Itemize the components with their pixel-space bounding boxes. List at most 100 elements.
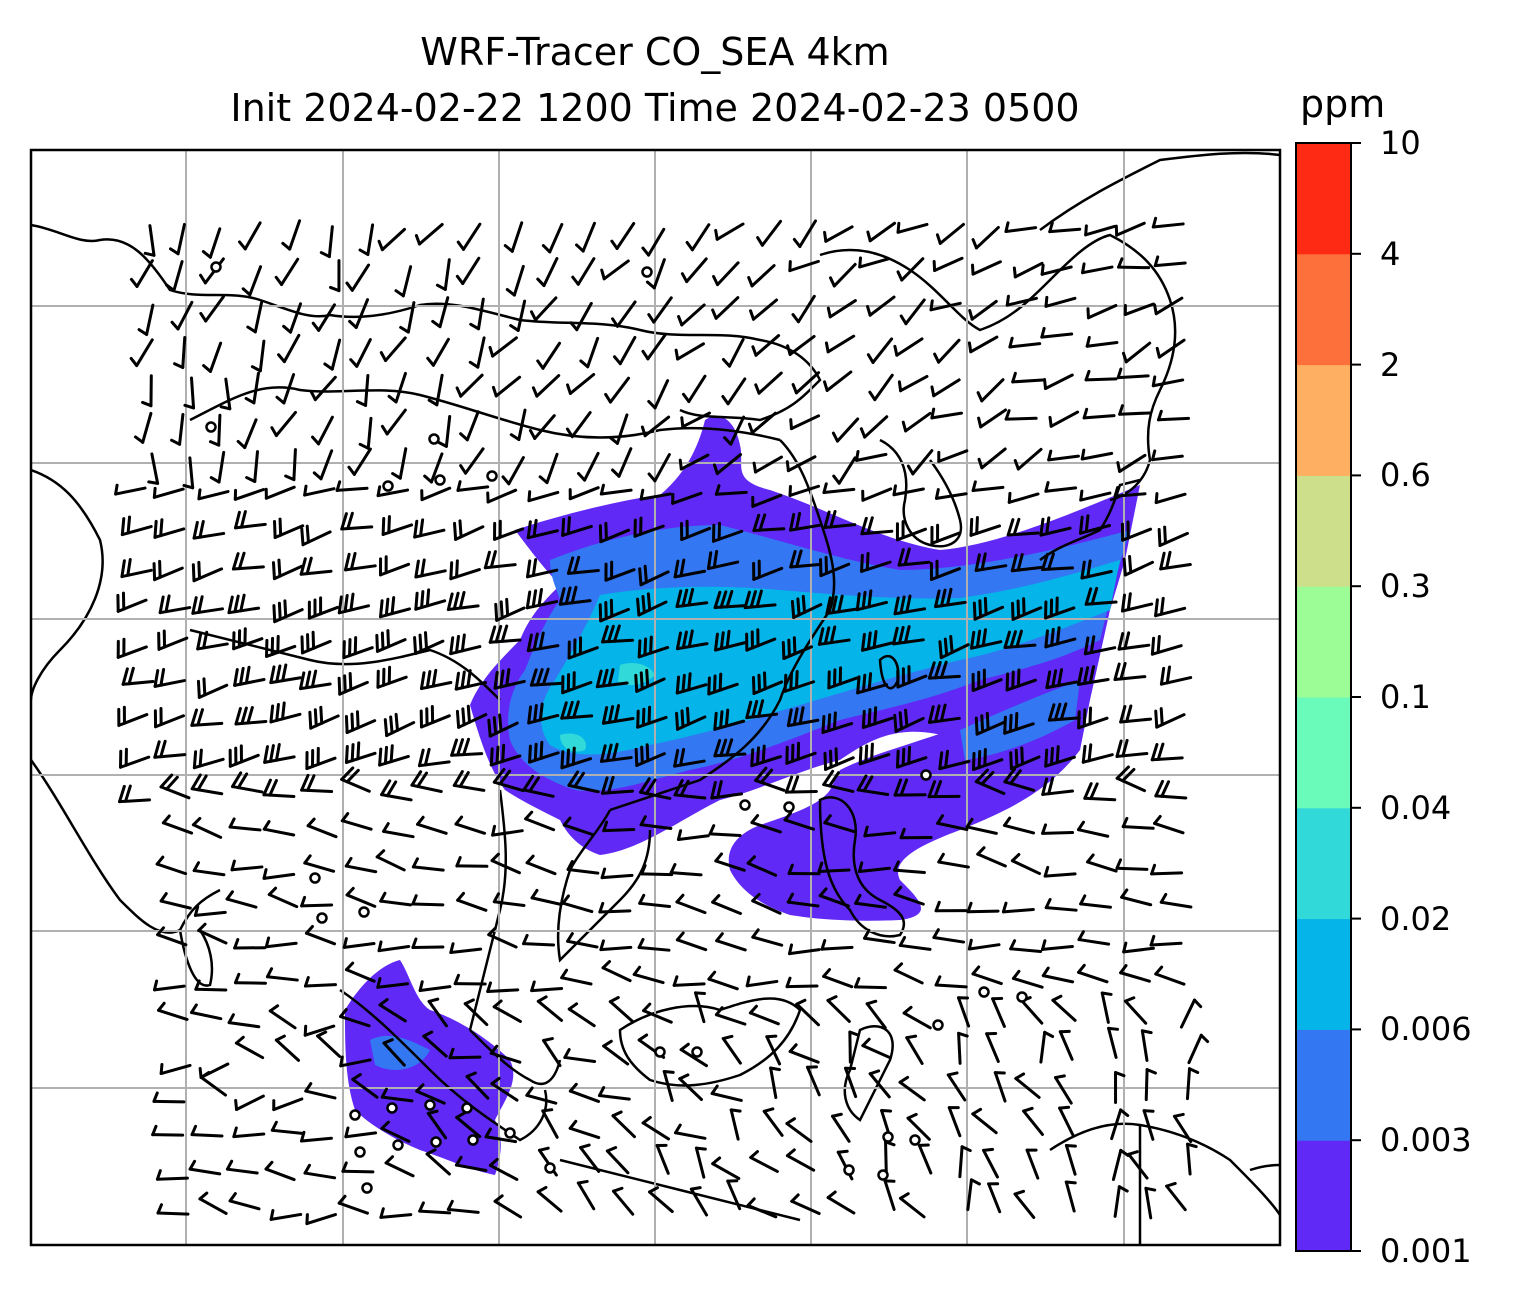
wind-barb — [114, 483, 147, 496]
wind-barb — [934, 975, 968, 989]
wind-barb — [528, 414, 556, 440]
wind-barb — [608, 996, 635, 1024]
wind-barb — [710, 1084, 743, 1102]
colorbar-segment — [1296, 586, 1351, 698]
wind-barb — [789, 414, 821, 431]
wind-barb — [493, 1194, 523, 1219]
wind-barb — [269, 701, 302, 724]
wind-barb — [382, 822, 415, 839]
wind-barb — [1051, 994, 1077, 1022]
wind-barb — [453, 519, 485, 541]
wind-barb — [827, 666, 859, 690]
wind-barb — [209, 450, 226, 484]
wind-barb — [1118, 404, 1152, 416]
wind-barb — [1185, 1067, 1200, 1101]
wind-barb — [1048, 410, 1080, 428]
wind-barb — [568, 1082, 601, 1103]
wind-barb — [262, 778, 296, 798]
wind-barb — [347, 447, 372, 476]
wind-barb — [1004, 409, 1038, 421]
calm-wind-circle — [909, 1134, 921, 1146]
wind-barb — [250, 339, 266, 373]
wind-barb — [1123, 302, 1155, 316]
colorbar-segment — [1296, 918, 1351, 1030]
wind-barb — [133, 411, 153, 444]
wind-barb — [244, 371, 260, 405]
wind-barb — [488, 336, 518, 358]
wind-barb — [600, 775, 634, 795]
wind-barb — [634, 668, 666, 693]
wind-barb — [382, 1038, 406, 1067]
wind-barb — [527, 702, 560, 725]
wind-barb — [791, 294, 816, 324]
wind-barb — [282, 302, 303, 334]
wind-barb — [446, 591, 480, 612]
wind-barb — [541, 1108, 559, 1139]
wind-barb — [199, 295, 225, 323]
wind-barb — [853, 977, 887, 990]
wind-barb — [868, 1069, 891, 1099]
wind-barb — [600, 867, 634, 880]
wind-barb — [1004, 221, 1038, 234]
wind-barb — [339, 1008, 371, 1028]
wind-barb — [491, 824, 524, 837]
wind-barb — [272, 599, 304, 624]
wind-barb — [1187, 1033, 1210, 1065]
wind-barb — [820, 939, 854, 951]
wind-barb — [378, 744, 410, 767]
wind-barb — [822, 769, 855, 793]
colorbar-segment — [1296, 475, 1351, 587]
calm-wind-circle — [691, 1046, 703, 1058]
wind-barb — [831, 417, 860, 443]
wind-barb — [1014, 1072, 1041, 1099]
wind-barb — [316, 1030, 342, 1058]
wind-barb — [492, 892, 526, 907]
wind-barb — [271, 558, 304, 581]
wind-barb — [747, 264, 776, 288]
wind-barb — [117, 705, 149, 727]
wind-barb — [560, 700, 594, 720]
wind-barb — [228, 817, 262, 832]
wind-barb — [1039, 516, 1072, 537]
wind-barb — [1154, 707, 1186, 729]
wind-barb — [681, 374, 707, 403]
wind-barb — [706, 549, 740, 571]
colorbar-unit-label: ppm — [1300, 82, 1386, 126]
wind-barb — [1119, 704, 1153, 724]
wind-barb — [262, 820, 296, 837]
wind-barb — [566, 932, 599, 949]
wind-barb — [342, 937, 376, 949]
wind-barb — [141, 374, 153, 408]
wind-barb — [675, 931, 708, 952]
wind-barb — [1044, 898, 1078, 912]
wind-barb — [647, 296, 673, 324]
calm-wind-circle — [392, 1139, 404, 1151]
wind-barb — [1006, 517, 1040, 537]
wind-barb — [413, 631, 445, 656]
wind-barb — [826, 299, 857, 319]
wind-barb — [558, 585, 592, 606]
wind-barb — [561, 894, 594, 914]
wind-barb — [116, 591, 148, 613]
wind-barb — [455, 1111, 482, 1139]
wind-barb — [1159, 550, 1192, 571]
wind-barb — [1077, 963, 1109, 984]
calm-wind-circle — [358, 906, 370, 918]
wind-barb — [435, 258, 451, 291]
wind-barb — [492, 999, 522, 1023]
wind-barb — [1144, 1068, 1157, 1102]
wind-barb — [712, 261, 740, 287]
wind-barb — [192, 520, 226, 540]
wind-barb — [971, 1107, 998, 1135]
wind-barb — [118, 784, 151, 804]
wind-barb — [344, 741, 377, 764]
wind-barb — [969, 515, 1002, 537]
wind-barb — [300, 773, 334, 793]
wind-barb — [600, 259, 630, 281]
calm-wind-circle — [641, 266, 653, 278]
wind-barb — [351, 1073, 379, 1099]
wind-barb — [1003, 767, 1036, 792]
wind-barb — [414, 558, 447, 579]
wind-barb — [1079, 514, 1111, 535]
calm-wind-circle — [428, 433, 440, 445]
